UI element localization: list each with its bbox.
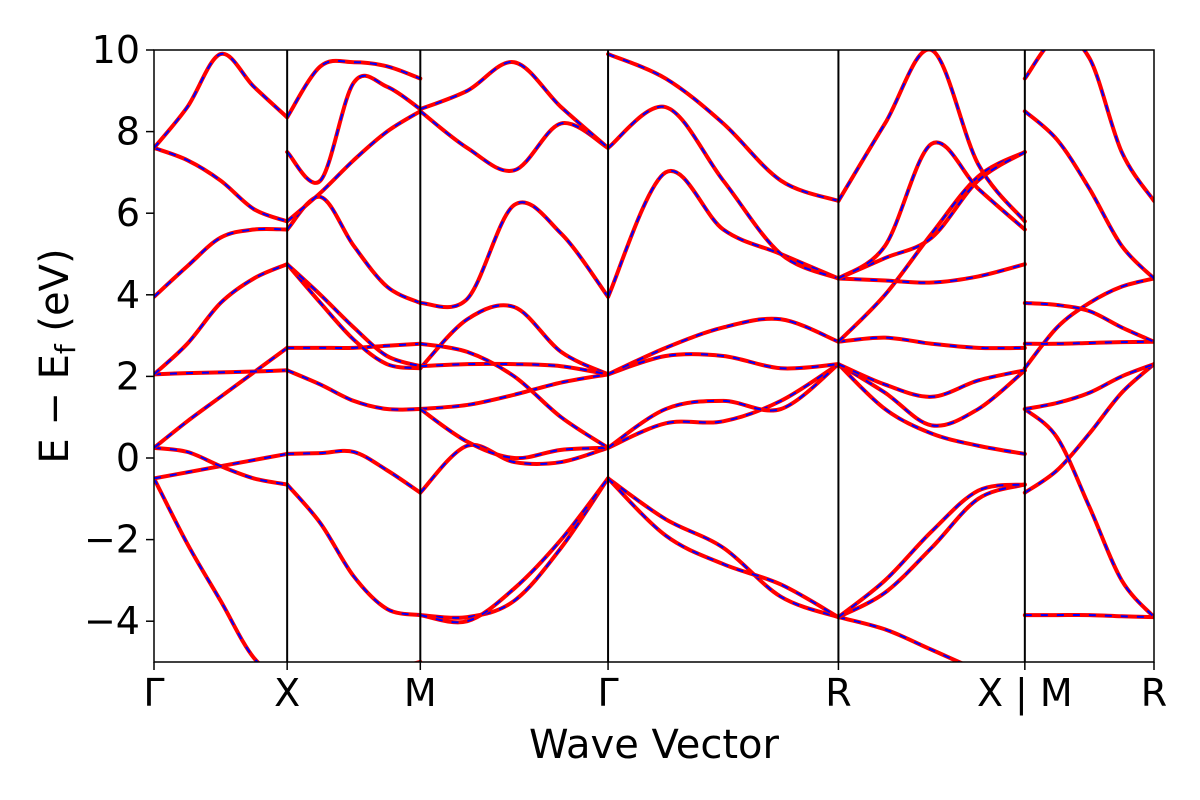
band-line — [836, 150, 1027, 344]
band-line-overlay — [154, 263, 288, 376]
band-line — [836, 335, 1027, 351]
band-line-overlay — [286, 483, 421, 617]
band-line-overlay — [420, 342, 609, 449]
band-line-overlay — [837, 483, 1026, 619]
band-line-overlay — [607, 363, 840, 449]
y-axis-title-main: E − E — [32, 354, 78, 464]
band-line-overlay — [286, 369, 421, 411]
band-line-overlay — [286, 110, 421, 223]
y-tick-label: 4 — [116, 273, 140, 317]
band-line-overlay — [1024, 363, 1154, 411]
band-line-overlay — [607, 477, 839, 618]
band-line — [418, 372, 611, 412]
band-line-overlay — [416, 661, 421, 662]
y-tick-label: 6 — [116, 191, 140, 235]
band-line-overlay — [154, 227, 288, 298]
y-axis-title: E − Ef (eV) — [32, 248, 82, 463]
band-line — [411, 660, 423, 662]
band-line-overlay — [1024, 50, 1154, 202]
x-tick-label: M — [404, 671, 437, 715]
band-line-overlay — [420, 477, 609, 619]
y-axis-title-subscript: f — [49, 343, 82, 354]
x-tick-label: X | M — [977, 671, 1073, 716]
band-line-overlay — [838, 363, 1026, 398]
y-tick-label: 8 — [116, 110, 140, 154]
band-line-overlay — [154, 347, 288, 449]
band-line-overlay — [1024, 340, 1154, 345]
band-line-overlay — [419, 61, 609, 149]
band-line-overlay — [838, 151, 1026, 280]
band-line — [1022, 407, 1154, 620]
x-tick-label: R — [1141, 671, 1167, 715]
band-line — [285, 58, 423, 120]
band-line-overlay — [286, 263, 421, 368]
band-line-overlay — [154, 146, 288, 223]
band-line — [1022, 362, 1154, 495]
band-line-overlay — [420, 201, 609, 309]
kpoint-divider-lines — [286, 50, 1026, 662]
plot-background — [154, 50, 1154, 662]
band-line-overlay — [420, 477, 609, 624]
band-line-overlay — [419, 443, 609, 494]
band-line-overlay — [607, 169, 839, 298]
plot-frame — [153, 49, 1155, 663]
y-tick-label: −4 — [84, 599, 140, 643]
x-axis-title: Wave Vector — [529, 722, 780, 768]
band-line — [606, 316, 841, 377]
y-tick-label: 10 — [92, 28, 140, 72]
y-tick-label: 0 — [116, 436, 140, 480]
band-line — [418, 361, 611, 377]
x-axis-ticks: Γ X M Γ R X | M R — [143, 662, 1167, 716]
band-line-overlay — [154, 477, 259, 662]
band-line-overlay — [1024, 301, 1154, 343]
x-tick-label: R — [825, 671, 851, 715]
y-axis-ticks: −4 −2 0 2 4 6 8 10 — [84, 28, 154, 643]
band-line — [836, 482, 1027, 620]
band-line — [836, 262, 1027, 285]
band-line-overlay — [837, 363, 1026, 455]
y-tick-label: 2 — [116, 354, 140, 398]
band-line — [418, 407, 611, 461]
band-line — [836, 140, 1027, 281]
band-line-overlay — [838, 616, 962, 662]
band-line-overlay — [1024, 613, 1154, 619]
band-line — [606, 362, 841, 450]
band-line-overlay — [837, 363, 1026, 427]
x-tick-label: Γ — [597, 671, 618, 715]
band-line-overlay — [286, 263, 421, 370]
x-tick-label: Γ — [143, 671, 164, 715]
band-line — [606, 104, 841, 281]
band-line-overlay — [1024, 277, 1154, 369]
band-line-overlay — [1024, 110, 1154, 280]
x-tick-label: X — [274, 671, 300, 715]
band-line-overlay — [154, 446, 288, 486]
band-line-overlay — [607, 353, 839, 376]
band-line-overlay — [286, 74, 421, 184]
y-tick-label: −2 — [84, 518, 140, 562]
band-line-overlay — [607, 477, 839, 619]
band-line-overlay — [154, 369, 288, 376]
band-line — [606, 52, 841, 203]
bands-layer — [154, 50, 1154, 662]
band-line-overlay — [419, 304, 609, 376]
band-line-overlay — [154, 53, 288, 149]
band-line-overlay — [287, 342, 421, 349]
band-line-overlay — [419, 110, 609, 172]
y-axis-title-unit: (eV) — [32, 248, 78, 344]
band-line-overlay — [287, 449, 421, 494]
band-line-overlay — [837, 50, 1026, 222]
